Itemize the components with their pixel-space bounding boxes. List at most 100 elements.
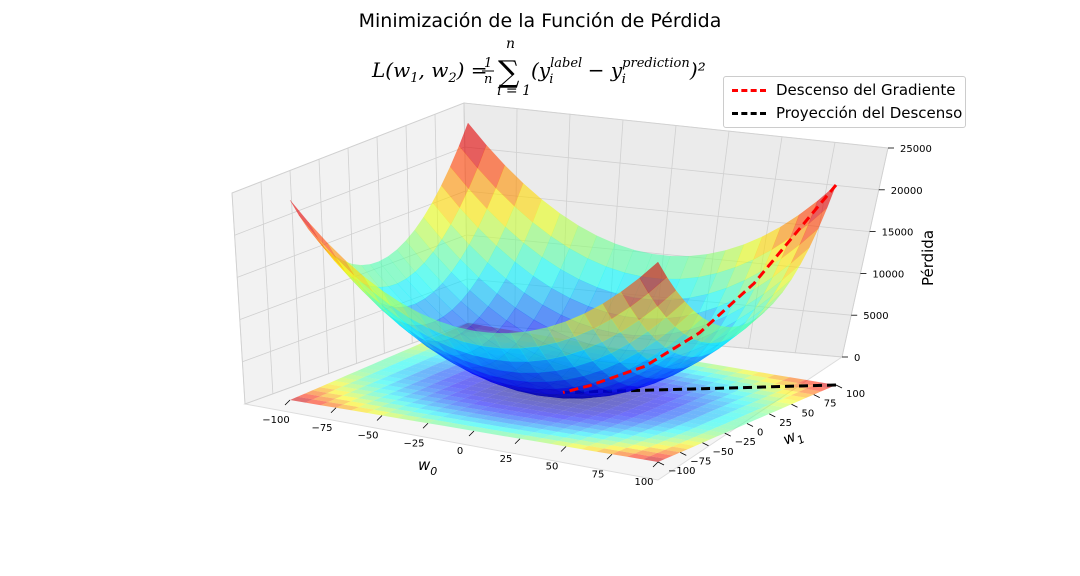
contour-cell: [411, 399, 435, 406]
contour-cell: [729, 372, 752, 379]
contour-cell: [527, 432, 551, 439]
contour-cell: [504, 424, 527, 430]
contour-cell: [525, 405, 549, 412]
grid-line-left-vertical: [347, 147, 357, 364]
surface-patch: [701, 325, 730, 344]
contour-cell: [335, 386, 358, 393]
contour-cell: [723, 402, 746, 409]
contour-cell: [426, 393, 450, 399]
contour-cell: [409, 363, 433, 370]
contour-cell: [586, 397, 609, 404]
contour-cell: [691, 370, 714, 377]
contour-cell: [698, 367, 722, 374]
contour-cell: [402, 375, 426, 382]
legend: Descenso del Gradiente Proyección del De…: [723, 76, 966, 128]
contour-cell: [737, 378, 760, 385]
contour-cell: [588, 442, 612, 449]
contour-cell: [379, 367, 403, 374]
contour-cell: [312, 387, 335, 393]
contour-cell: [739, 414, 762, 421]
contour-cell: [465, 413, 489, 419]
contour-cell: [616, 393, 640, 400]
contour-cell: [707, 391, 731, 398]
contour-cell: [571, 413, 595, 419]
gradient-descent-path: [562, 184, 838, 394]
formula-sum-symbol: ∑: [498, 55, 520, 90]
contour-cell: [759, 377, 783, 384]
contour-cell: [595, 421, 618, 428]
contour-cell: [705, 364, 729, 371]
contour-cell: [549, 413, 572, 420]
contour-cell: [401, 348, 424, 355]
contour-cell: [624, 408, 648, 415]
contour-cell: [541, 416, 565, 423]
contour-cell: [387, 382, 411, 388]
contour-cell: [768, 392, 791, 399]
contour-cell: [458, 416, 481, 422]
contour-cell: [626, 435, 650, 442]
z-tick-label: 10000: [872, 269, 904, 280]
contour-cell: [699, 376, 722, 383]
contour-cell: [692, 388, 715, 395]
contour-cell: [463, 377, 487, 383]
contour-cell: [410, 381, 434, 388]
contour-cell: [511, 411, 534, 418]
contour-cell: [640, 420, 664, 426]
chart-subtitle-formula: L(w1, w2) =: [371, 58, 488, 86]
surface-patch: [772, 264, 801, 296]
contour-cell: [656, 422, 679, 429]
contour-cell: [434, 407, 458, 414]
contour-cell: [350, 398, 374, 404]
contour-cell: [580, 436, 604, 443]
contour-cell: [396, 405, 420, 412]
contour-cell: [393, 351, 417, 358]
contour-cell: [336, 404, 359, 411]
contour-cell: [327, 380, 350, 387]
contour-cell: [596, 439, 619, 446]
grid-line-left-vertical: [318, 159, 330, 374]
contour-cell: [776, 398, 799, 405]
contour-cell: [753, 408, 777, 414]
contour-cell: [566, 443, 589, 450]
chart-title: Minimización de la Función de Pérdida: [359, 10, 722, 32]
contour-cell: [474, 427, 497, 434]
contour-cell: [588, 433, 611, 440]
contour-cell: [632, 405, 655, 412]
contour-cell: [610, 415, 633, 421]
contour-cell: [488, 412, 512, 419]
contour-cell: [701, 412, 724, 419]
contour-cell: [542, 425, 565, 432]
contour-cell: [472, 400, 496, 407]
grid-line-horizontal: [231, 102, 889, 194]
contour-cell: [357, 376, 380, 383]
contour-cell: [488, 421, 512, 428]
y-tick-mark: [769, 413, 776, 418]
contour-cell: [657, 449, 681, 456]
x-axis-label: w0: [418, 456, 437, 478]
contour-cell: [631, 396, 655, 403]
contour-cell: [595, 430, 619, 437]
contour-cell: [617, 420, 641, 427]
contour-cell: [709, 427, 733, 434]
contour-cell: [686, 428, 710, 434]
contour-cell: [624, 399, 648, 406]
z-axis-label: Pérdida: [919, 230, 937, 286]
contour-cell: [447, 365, 471, 372]
x-tick-label: −75: [311, 423, 332, 434]
contour-cell: [358, 403, 382, 410]
surface-patch: [657, 289, 686, 318]
contour-cell: [721, 366, 744, 373]
y-tick-mark: [680, 452, 687, 456]
contour-cell: [699, 385, 723, 392]
contour-cell: [416, 351, 440, 357]
contour-cell: [738, 396, 761, 403]
contour-cell: [396, 396, 420, 403]
contour-cell: [683, 374, 707, 380]
contour-cell: [526, 423, 550, 430]
contour-cell: [426, 384, 449, 390]
contour-cell: [448, 374, 471, 381]
contour-cell: [550, 440, 574, 447]
contour-cell: [473, 409, 496, 416]
contour-cell: [626, 444, 650, 451]
contour-cell: [565, 434, 589, 441]
